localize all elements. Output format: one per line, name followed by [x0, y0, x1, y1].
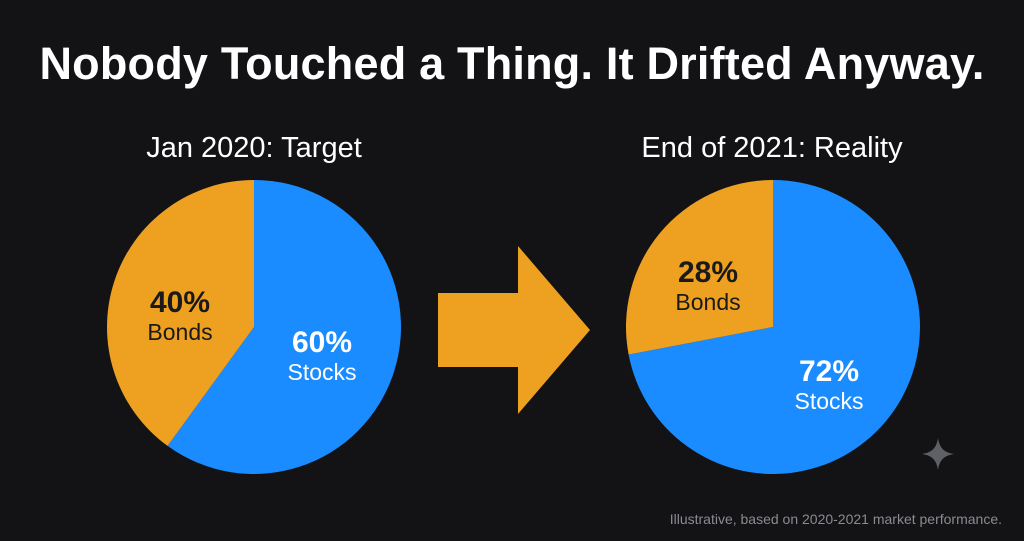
chart-title-right: End of 2021: Reality [641, 132, 903, 164]
pie-slice-bonds-left [106, 180, 255, 446]
pie-chart-left: 60%Stocks 40%Bonds [106, 180, 401, 474]
category-label-bonds-left: Bonds [147, 319, 212, 345]
sparkle-icon [922, 438, 954, 470]
value-label-bonds-left: 40% [150, 286, 210, 319]
right-arrow-icon [438, 246, 590, 414]
value-label-stocks-right: 72% [799, 355, 859, 388]
footnote: Illustrative, based on 2020-2021 market … [669, 511, 1002, 527]
pie-chart-right: 72%Stocks 28%Bonds [626, 180, 921, 474]
pie-slice-stocks-right [628, 180, 921, 474]
value-label-stocks-left: 60% [292, 326, 352, 359]
pie-slice-stocks-left [167, 180, 401, 474]
category-label-stocks-right: Stocks [794, 388, 863, 414]
value-label-bonds-right: 28% [678, 256, 738, 289]
chart-title-left: Jan 2020: Target [146, 132, 362, 164]
page-title: Nobody Touched a Thing. It Drifted Anywa… [39, 38, 985, 89]
category-label-stocks-left: Stocks [287, 359, 356, 385]
pie-slice-bonds-right [626, 180, 773, 355]
category-label-bonds-right: Bonds [675, 289, 740, 315]
